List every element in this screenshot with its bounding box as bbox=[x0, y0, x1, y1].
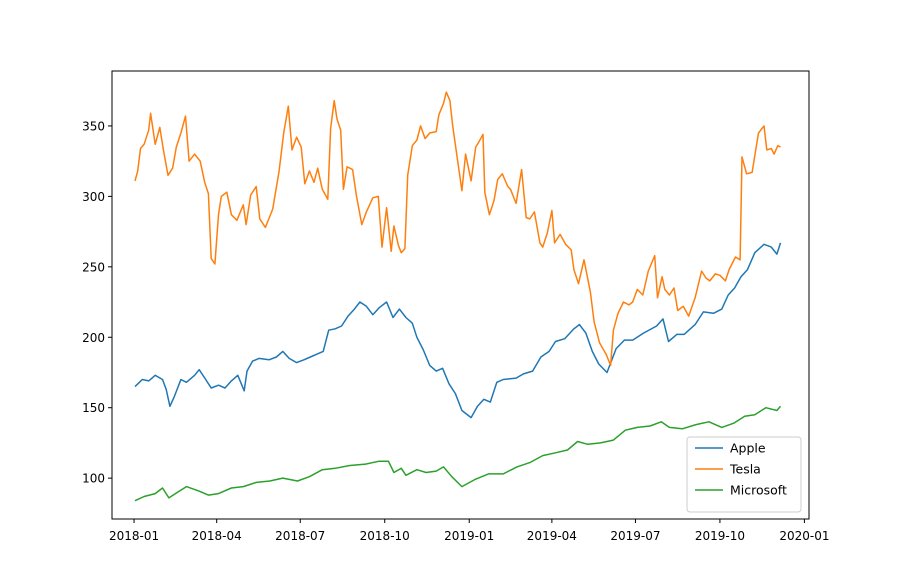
x-tick-label: 2019-10 bbox=[695, 529, 745, 543]
y-tick-label: 100 bbox=[82, 472, 105, 486]
y-tick-label: 200 bbox=[82, 331, 105, 345]
legend: Apple Tesla Microsoft bbox=[686, 436, 802, 513]
y-tick-label: 300 bbox=[82, 190, 105, 204]
legend-label-microsoft: Microsoft bbox=[730, 483, 787, 498]
x-tick-label: 2018-04 bbox=[192, 529, 242, 543]
series-line-microsoft bbox=[134, 405, 782, 502]
legend-label-tesla: Tesla bbox=[729, 462, 761, 477]
y-tick-label: 350 bbox=[82, 119, 105, 133]
x-tick-label: 2020-01 bbox=[779, 529, 829, 543]
series-layer bbox=[134, 91, 782, 502]
legend-box bbox=[686, 436, 802, 513]
x-tick-label: 2019-01 bbox=[444, 529, 494, 543]
series-line-tesla bbox=[134, 91, 781, 367]
x-axis: 2018-01 2018-04 2018-07 2018-10 2019-01 2019-… bbox=[109, 519, 829, 543]
y-axis: 100 150 200 250 300 350 bbox=[82, 119, 112, 486]
x-tick-label: 2018-07 bbox=[275, 529, 325, 543]
x-tick-label: 2018-01 bbox=[109, 529, 159, 543]
x-tick-label: 2019-07 bbox=[610, 529, 660, 543]
y-tick-label: 150 bbox=[82, 401, 105, 415]
plot-area-frame bbox=[111, 70, 810, 520]
x-tick-label: 2018-10 bbox=[360, 529, 410, 543]
legend-label-apple: Apple bbox=[730, 441, 766, 456]
x-tick-label: 2019-04 bbox=[527, 529, 577, 543]
series-line-apple bbox=[134, 242, 782, 419]
y-tick-label: 250 bbox=[82, 260, 105, 274]
